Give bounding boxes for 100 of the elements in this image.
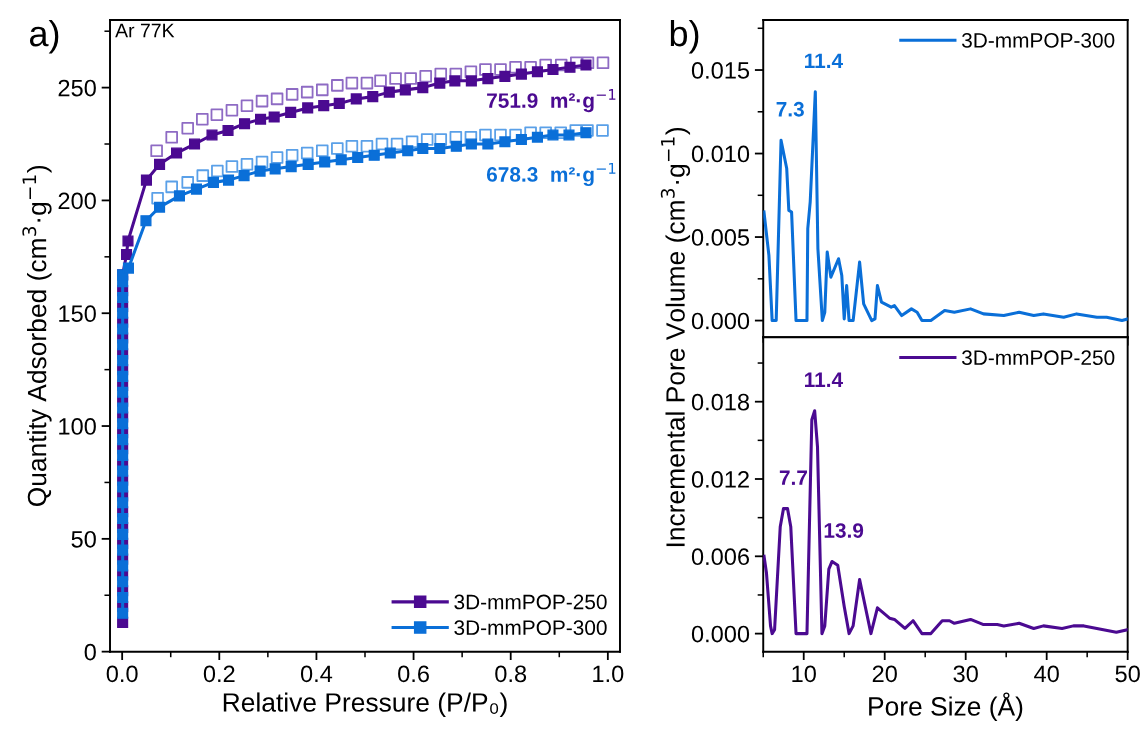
point	[531, 66, 543, 78]
point	[285, 161, 297, 173]
annotation: 11.4	[805, 53, 843, 68]
point	[383, 86, 395, 98]
point	[211, 164, 224, 178]
point	[238, 170, 250, 182]
y-tick-label: 0.012	[691, 471, 749, 488]
point	[122, 262, 135, 274]
point	[367, 91, 379, 103]
point	[285, 149, 299, 162]
point	[450, 140, 462, 152]
point	[300, 85, 314, 99]
point	[302, 102, 314, 114]
x-tick-label: 0.8	[495, 665, 527, 683]
point	[225, 160, 239, 173]
text: b)	[670, 19, 699, 54]
point	[419, 70, 432, 83]
point	[547, 64, 559, 76]
point	[596, 124, 609, 137]
point	[331, 79, 344, 92]
point	[238, 118, 251, 130]
point	[117, 386, 129, 398]
point	[404, 72, 417, 85]
point	[117, 323, 129, 335]
point	[270, 92, 284, 106]
point	[122, 235, 134, 247]
point	[345, 76, 359, 90]
annotation: 13.9	[824, 523, 864, 538]
point	[465, 138, 477, 150]
point	[352, 151, 364, 164]
point	[190, 183, 203, 195]
point	[434, 77, 446, 89]
point	[315, 83, 329, 97]
point	[482, 138, 494, 150]
x-tick-label: 20	[872, 665, 897, 683]
point	[564, 61, 576, 73]
annotation: 11.4	[805, 372, 843, 387]
y-tick-label: 250	[58, 79, 96, 97]
legend-label: 3D-mmPOP-250	[961, 350, 1115, 366]
x-axis-title: Pore Size (Å)	[869, 692, 1023, 721]
x-tick-label: 30	[953, 665, 978, 683]
point	[170, 147, 183, 159]
y-tick-label: 100	[59, 418, 96, 435]
point	[117, 512, 129, 525]
text: a)	[29, 19, 59, 54]
x-tick-label: 0.4	[300, 665, 333, 683]
point	[335, 154, 347, 166]
point	[150, 144, 163, 158]
point	[181, 176, 195, 189]
point	[117, 434, 129, 446]
x-tick-label: 40	[1034, 665, 1059, 683]
point	[270, 151, 284, 164]
point	[302, 158, 314, 170]
point	[207, 176, 220, 188]
legend-label: 3D-mmPOP-300	[961, 32, 1115, 48]
point	[117, 307, 129, 319]
point	[368, 149, 380, 161]
point	[315, 144, 329, 158]
point	[117, 591, 129, 604]
point	[374, 74, 387, 88]
y-tick-label: 0.010	[691, 145, 750, 163]
point	[319, 156, 331, 168]
point	[196, 112, 209, 126]
point	[417, 142, 429, 155]
point	[399, 84, 411, 96]
y-tick-label: 0.018	[691, 393, 750, 411]
point	[222, 124, 234, 137]
point	[117, 291, 129, 303]
point	[596, 56, 610, 70]
y-tick-label: 0.000	[691, 312, 750, 330]
point	[117, 481, 129, 493]
point	[181, 121, 195, 135]
annotation: 7.3	[776, 101, 804, 117]
x-tick-label: 10	[792, 665, 816, 683]
y-tick-label: 50	[71, 530, 96, 548]
point	[117, 497, 129, 509]
y-tick-label: 150	[59, 305, 96, 323]
x-tick-label: 0.0	[106, 665, 138, 683]
point	[547, 129, 559, 141]
point	[417, 82, 429, 94]
point	[165, 180, 178, 194]
point	[165, 130, 178, 144]
y-tick-label: 0	[84, 643, 96, 661]
y-tick-label: 0.006	[691, 548, 750, 566]
y-tick-label: 0.005	[691, 229, 750, 246]
point	[153, 158, 166, 170]
point	[153, 201, 166, 213]
point	[240, 99, 254, 112]
point	[331, 142, 344, 155]
point	[350, 93, 362, 105]
point	[117, 370, 129, 382]
annotation: Ar 77K	[115, 23, 175, 38]
point	[563, 129, 575, 141]
point	[206, 129, 218, 141]
point	[225, 103, 239, 117]
point	[531, 131, 543, 143]
y-tick-label: 200	[58, 192, 96, 210]
point	[449, 75, 461, 87]
point	[117, 465, 129, 477]
annotation: 678.3 m²·g$^{−1}$	[486, 163, 616, 187]
